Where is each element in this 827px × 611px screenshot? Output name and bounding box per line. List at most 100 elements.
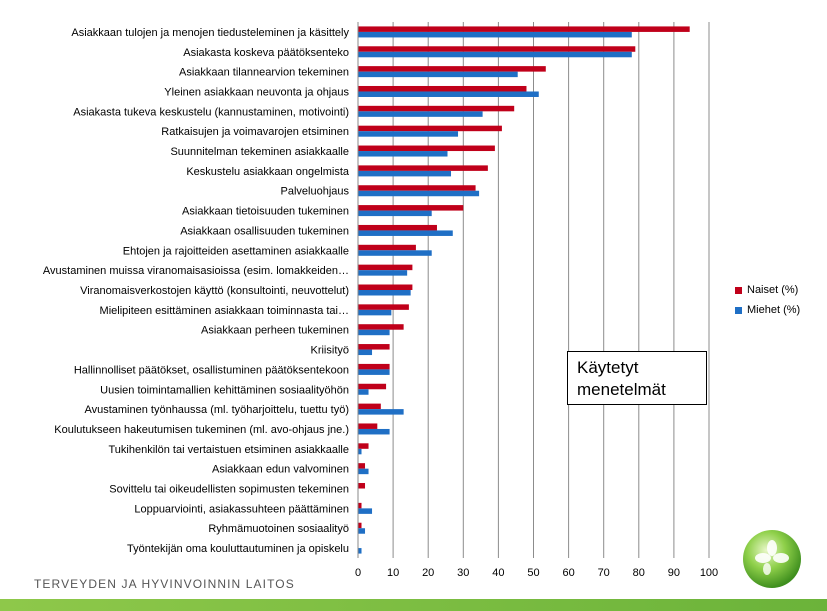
category-label: Asiakkaan perheen tukeminen xyxy=(201,325,349,337)
category-label: Asiakkaan tilannearvion tekeminen xyxy=(179,67,349,79)
bar-naiset xyxy=(358,165,488,171)
category-label: Avustaminen työnhaussa (ml. työharjoitte… xyxy=(84,404,349,416)
thl-logo-icon xyxy=(743,530,801,588)
category-label: Yleinen asiakkaan neuvonta ja ohjaus xyxy=(164,86,349,98)
bar-naiset xyxy=(358,423,378,429)
bar-miehet xyxy=(358,508,373,514)
legend-swatch-miehet xyxy=(735,306,742,314)
bar-naiset xyxy=(358,522,362,529)
bar-miehet xyxy=(358,230,453,236)
category-label: Asiakasta tukeva keskustelu (kannustamin… xyxy=(73,106,349,118)
bar-naiset xyxy=(358,403,381,410)
bar-miehet xyxy=(358,250,432,256)
x-tick-label: 30 xyxy=(457,567,469,579)
organization-name: TERVEYDEN JA HYVINVOINNIN LAITOS xyxy=(34,577,295,591)
bar-naiset xyxy=(358,105,515,112)
bar-miehet xyxy=(358,329,390,336)
bar-miehet xyxy=(358,31,632,38)
bar-miehet xyxy=(358,210,432,217)
x-tick-label: 90 xyxy=(668,567,680,579)
bar-naiset xyxy=(358,66,546,72)
legend-label-naiset: Naiset (%) xyxy=(747,284,799,296)
bar-miehet xyxy=(358,270,408,276)
bar-naiset xyxy=(358,205,464,211)
bar-naiset xyxy=(358,502,362,509)
chart-title-line-2: menetelmät xyxy=(577,380,666,399)
bar-naiset xyxy=(358,244,416,251)
bars xyxy=(358,26,690,554)
bar-naiset xyxy=(358,224,437,231)
bar-miehet xyxy=(358,528,366,534)
bar-miehet xyxy=(358,290,411,296)
category-label: Työntekijän oma kouluttautuminen ja opis… xyxy=(127,543,349,555)
bar-naiset xyxy=(358,443,369,449)
bar-naiset xyxy=(358,125,502,132)
bar-naiset xyxy=(358,46,636,52)
bar-naiset xyxy=(358,363,390,370)
bar-miehet xyxy=(358,309,392,316)
bar-naiset xyxy=(358,463,366,469)
category-label: Mielipiteen esittäminen asiakkaan toimin… xyxy=(100,305,349,317)
category-label: Ryhmämuotoinen sosiaalityö xyxy=(208,523,349,535)
bar-naiset xyxy=(358,383,387,390)
bar-naiset xyxy=(358,145,495,152)
x-axis-ticks: 0 10 20 30 40 50 60 70 80 90 100 xyxy=(355,567,718,579)
bar-miehet xyxy=(358,349,373,356)
category-label: Asiakasta koskeva päätöksenteko xyxy=(183,47,349,59)
bar-naiset xyxy=(358,26,690,32)
x-tick-label: 0 xyxy=(355,567,361,579)
x-tick-label: 60 xyxy=(562,567,574,579)
bar-miehet xyxy=(358,409,404,415)
bar-miehet xyxy=(358,369,390,375)
legend-swatch-naiset xyxy=(735,286,742,294)
category-label: Ehtojen ja rajoitteiden asettaminen asia… xyxy=(123,245,349,257)
category-label: Asiakkaan osallisuuden tukeminen xyxy=(180,225,349,237)
gridlines xyxy=(392,22,710,558)
bar-naiset xyxy=(358,185,476,191)
category-label: Asiakkaan edun valvominen xyxy=(212,464,349,476)
bar-naiset xyxy=(358,284,413,290)
category-label: Hallinnolliset päätökset, osallistuminen… xyxy=(74,364,349,376)
bar-naiset xyxy=(358,344,390,350)
bar-naiset xyxy=(358,324,404,330)
category-label: Sovittelu tai oikeudellisten sopimusten … xyxy=(109,484,349,496)
bar-naiset xyxy=(358,264,413,271)
bar-miehet xyxy=(358,91,539,97)
bar-miehet xyxy=(358,190,480,197)
x-tick-label: 100 xyxy=(700,567,718,579)
category-label: Tukihenkilön tai vertaistuen etsiminen a… xyxy=(109,444,350,456)
bar-miehet xyxy=(358,389,369,395)
category-label: Palveluohjaus xyxy=(281,186,350,198)
bar-naiset xyxy=(358,85,527,92)
category-label: Keskustelu asiakkaan ongelmista xyxy=(186,166,350,178)
category-label: Suunnitelman tekeminen asiakkaalle xyxy=(170,146,349,158)
legend-item-miehet: Miehet (%) xyxy=(735,300,800,320)
x-tick-label: 10 xyxy=(387,567,399,579)
bar-miehet xyxy=(358,131,459,137)
category-label: Asiakkaan tietoisuuden tukeminen xyxy=(182,206,349,218)
bar-miehet xyxy=(358,111,483,117)
x-tick-label: 20 xyxy=(422,567,434,579)
bar-miehet xyxy=(358,548,362,554)
bar-miehet xyxy=(358,170,452,177)
bar-miehet xyxy=(358,468,369,475)
legend-item-naiset: Naiset (%) xyxy=(735,280,800,300)
bar-miehet xyxy=(358,448,362,455)
x-tick-label: 40 xyxy=(492,567,504,579)
bar-miehet xyxy=(358,71,518,78)
category-label: Kriisityö xyxy=(310,345,349,357)
bar-miehet xyxy=(358,51,632,58)
category-label: Loppuarviointi, asiakassuhteen päättämin… xyxy=(134,503,349,515)
x-tick-label: 50 xyxy=(527,567,539,579)
bar-miehet xyxy=(358,151,448,157)
footer-bar xyxy=(0,599,827,611)
x-tick-label: 80 xyxy=(633,567,645,579)
bar-naiset xyxy=(358,304,409,310)
category-label: Uusien toimintamallien kehittäminen sosi… xyxy=(100,384,349,396)
category-label: Asiakkaan tulojen ja menojen tiedustelem… xyxy=(71,27,349,39)
category-label: Viranomaisverkostojen käyttö (konsultoin… xyxy=(80,285,349,297)
category-labels: Asiakkaan tulojen ja menojen tiedustelem… xyxy=(43,27,350,555)
bar-naiset xyxy=(358,483,366,489)
chart-title-line-1: Käytetyt xyxy=(577,358,639,377)
